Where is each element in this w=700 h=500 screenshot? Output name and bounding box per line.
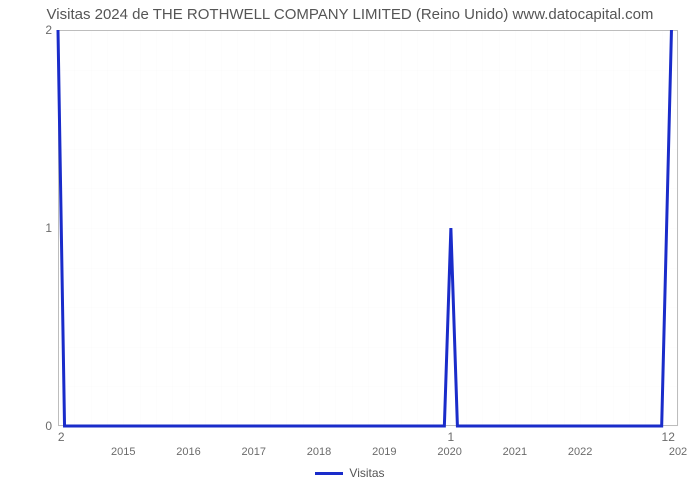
value-label: 12 — [662, 430, 675, 444]
chart-container: Visitas 2024 de THE ROTHWELL COMPANY LIM… — [0, 0, 700, 500]
chart-title: Visitas 2024 de THE ROTHWELL COMPANY LIM… — [0, 6, 700, 23]
x-tick-label: 2016 — [176, 446, 200, 458]
value-label: 1 — [448, 430, 455, 444]
x-tick-label: 2015 — [111, 446, 135, 458]
legend-label: Visitas — [349, 466, 384, 480]
x-tick-label: 2018 — [307, 446, 331, 458]
grid-vline — [678, 30, 679, 426]
legend: Visitas — [0, 466, 700, 480]
y-tick-label: 1 — [36, 221, 52, 235]
x-tick-label: 2022 — [568, 446, 592, 458]
legend-swatch — [315, 472, 343, 475]
x-tick-label: 2021 — [503, 446, 527, 458]
y-tick-label: 2 — [36, 23, 52, 37]
x-tick-label: 2017 — [242, 446, 266, 458]
series-line — [58, 30, 678, 426]
x-tick-label: 2020 — [437, 446, 461, 458]
x-tick-label: 2019 — [372, 446, 396, 458]
plot-area — [58, 30, 678, 426]
y-tick-label: 0 — [36, 419, 52, 433]
x-tick-label: 202 — [669, 446, 687, 458]
value-label: 2 — [58, 430, 65, 444]
